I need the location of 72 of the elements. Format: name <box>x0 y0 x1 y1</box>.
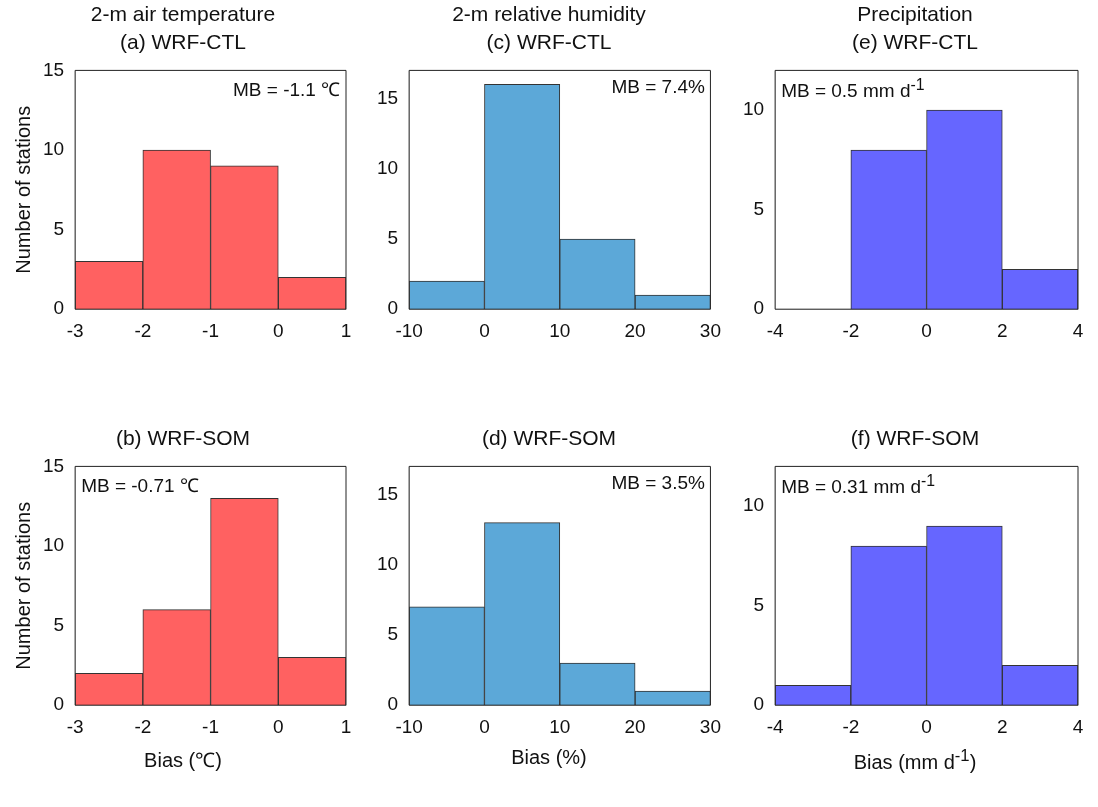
x-tick-label: -3 <box>66 319 84 341</box>
x-tick-label: 1 <box>340 319 352 341</box>
x-tick-label: 4 <box>1072 319 1084 341</box>
x-axis-title: Bias (℃) <box>144 748 222 773</box>
chart-title: 2-m air temperature <box>90 1 276 27</box>
y-tick-label: 5 <box>53 217 65 239</box>
chart-title: (d) WRF-SOM <box>481 425 617 451</box>
x-tick-label: -2 <box>134 715 152 737</box>
chart-title: (b) WRF-SOM <box>115 425 251 451</box>
annotation: MB = -0.71 ℃ <box>81 474 199 499</box>
y-axis-title: Number of stations <box>11 105 34 274</box>
y-tick-label: 5 <box>387 227 399 249</box>
y-tick-label: 0 <box>387 693 399 715</box>
x-tick-label: 0 <box>479 715 490 737</box>
x-tick-label: -2 <box>842 319 860 341</box>
x-tick-label: 0 <box>272 319 284 341</box>
annotation: MB = 7.4% <box>611 76 705 99</box>
x-tick-label: -10 <box>395 715 423 737</box>
chart-subtitle: (c) WRF-CTL <box>486 29 612 55</box>
annotation: MB = 0.5 mm d$^{-1}$ <box>781 76 925 103</box>
y-tick-label: 0 <box>387 297 399 319</box>
x-tick-label: 2 <box>996 319 1008 341</box>
y-tick-label: 5 <box>387 623 399 645</box>
x-tick-label: 2 <box>996 715 1008 737</box>
y-tick-label: 5 <box>753 197 765 219</box>
x-tick-label: 10 <box>549 319 571 341</box>
annotation: MB = 0.31 mm d$^{-1}$ <box>781 472 936 499</box>
chart-title: (f) WRF-SOM <box>850 425 980 451</box>
y-tick-label: 10 <box>742 98 765 120</box>
x-axis-title: Bias (mm d$^{-1}$) <box>853 746 977 774</box>
y-tick-label: 15 <box>376 482 399 504</box>
y-tick-label: 10 <box>742 494 765 516</box>
x-tick-label: 30 <box>699 319 721 341</box>
y-tick-label: 10 <box>376 156 399 178</box>
y-tick-label: 10 <box>376 552 399 574</box>
y-tick-label: 10 <box>42 138 65 160</box>
x-tick-label: 0 <box>272 715 284 737</box>
x-tick-label: -3 <box>66 715 84 737</box>
x-tick-label: -1 <box>202 319 220 341</box>
annotation: MB = 3.5% <box>611 472 705 495</box>
x-tick-label: 10 <box>549 715 571 737</box>
y-tick-label: 0 <box>753 297 765 319</box>
x-tick-label: -1 <box>202 715 220 737</box>
chart-title: Precipitation <box>857 1 973 27</box>
x-tick-label: 1 <box>340 715 352 737</box>
x-tick-label: 0 <box>921 319 932 341</box>
y-tick-label: 0 <box>53 297 65 319</box>
x-tick-label: 20 <box>624 715 646 737</box>
y-tick-label: 15 <box>42 58 65 80</box>
y-tick-label: 0 <box>53 693 65 715</box>
y-tick-label: 15 <box>376 86 399 108</box>
x-tick-label: -10 <box>395 319 423 341</box>
x-tick-label: -4 <box>766 715 785 737</box>
x-tick-label: -2 <box>134 319 152 341</box>
chart-subtitle: (e) WRF-CTL <box>852 29 978 55</box>
x-tick-label: 0 <box>479 319 490 341</box>
y-tick-label: 15 <box>42 454 65 476</box>
x-tick-label: -2 <box>842 715 860 737</box>
y-tick-label: 10 <box>42 534 65 556</box>
chart-title: 2-m relative humidity <box>452 1 646 27</box>
y-tick-label: 0 <box>753 693 765 715</box>
x-axis-title: Bias (%) <box>511 746 587 769</box>
x-tick-label: 4 <box>1072 715 1084 737</box>
y-tick-label: 5 <box>753 593 765 615</box>
x-tick-label: 20 <box>624 319 646 341</box>
x-tick-label: -4 <box>766 319 785 341</box>
x-tick-label: 30 <box>699 715 721 737</box>
annotation: MB = -1.1 ℃ <box>233 78 341 103</box>
x-tick-label: 0 <box>921 715 932 737</box>
chart-subtitle: (a) WRF-CTL <box>120 29 246 55</box>
y-tick-label: 5 <box>53 613 65 635</box>
y-axis-title: Number of stations <box>11 501 34 670</box>
